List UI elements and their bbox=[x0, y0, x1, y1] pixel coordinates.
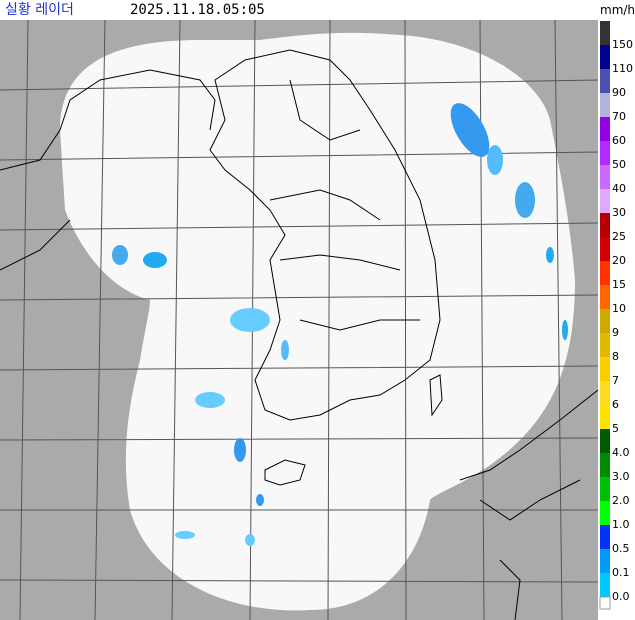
legend-swatch bbox=[600, 525, 610, 549]
legend-label: 4.0 bbox=[612, 446, 630, 459]
legend-label: 20 bbox=[612, 254, 626, 267]
legend-label: 9 bbox=[612, 326, 619, 339]
legend-label: 110 bbox=[612, 62, 633, 75]
legend-swatch bbox=[600, 573, 610, 597]
legend-swatch bbox=[600, 501, 610, 525]
legend-label: 3.0 bbox=[612, 470, 630, 483]
legend-swatch bbox=[600, 285, 610, 309]
legend-swatch bbox=[600, 93, 610, 117]
legend-label: 15 bbox=[612, 278, 626, 291]
legend-label: 40 bbox=[612, 182, 626, 195]
legend-label: 25 bbox=[612, 230, 626, 243]
legend-label: 0.5 bbox=[612, 542, 630, 555]
legend-swatch bbox=[600, 165, 610, 189]
legend-label: 5 bbox=[612, 422, 619, 435]
legend-swatch bbox=[600, 333, 610, 357]
legend-swatch bbox=[600, 45, 610, 69]
radar-map bbox=[0, 20, 598, 620]
legend: 150 110 90 70 60 50 40 30 25 20 15 10 9 8 7 6 5 4.0 3.0 2.0… bbox=[599, 21, 633, 610]
legend-label: 50 bbox=[612, 158, 626, 171]
legend-label: 8 bbox=[612, 350, 619, 363]
legend-label: 0.1 bbox=[612, 566, 630, 579]
legend-swatch bbox=[600, 357, 610, 381]
unit-label: mm/h bbox=[600, 3, 635, 17]
page-title: 실황 레이더 bbox=[5, 2, 74, 18]
legend-label: 60 bbox=[612, 134, 626, 147]
legend-label: 150 bbox=[612, 38, 633, 51]
legend-label: 2.0 bbox=[612, 494, 630, 507]
legend-swatch bbox=[600, 405, 610, 429]
legend-swatch bbox=[600, 261, 610, 285]
legend-label: 1.0 bbox=[612, 518, 630, 531]
legend-label: 70 bbox=[612, 110, 626, 123]
legend-swatch bbox=[600, 429, 610, 453]
radar-coverage bbox=[60, 32, 575, 611]
legend-label: 10 bbox=[612, 302, 626, 315]
legend-label: 6 bbox=[612, 398, 619, 411]
legend-label: 0.0 bbox=[612, 590, 630, 603]
legend-label: 7 bbox=[612, 374, 619, 387]
legend-swatch bbox=[600, 69, 610, 93]
legend-swatch-base bbox=[599, 596, 611, 610]
legend-swatch bbox=[600, 213, 610, 237]
legend-swatch bbox=[600, 549, 610, 573]
legend-label: 90 bbox=[612, 86, 626, 99]
legend-swatch bbox=[600, 381, 610, 405]
legend-swatch bbox=[600, 309, 610, 333]
legend-label: 30 bbox=[612, 206, 626, 219]
legend-swatch bbox=[600, 141, 610, 165]
legend-swatch bbox=[600, 189, 610, 213]
legend-swatch bbox=[600, 237, 610, 261]
precipitation bbox=[112, 103, 568, 546]
coastlines bbox=[0, 49, 598, 620]
legend-swatch bbox=[600, 477, 610, 501]
legend-swatch bbox=[600, 21, 610, 45]
legend-swatch bbox=[600, 117, 610, 141]
legend-swatch bbox=[600, 453, 610, 477]
timestamp: 2025.11.18.05:05 bbox=[130, 2, 265, 18]
